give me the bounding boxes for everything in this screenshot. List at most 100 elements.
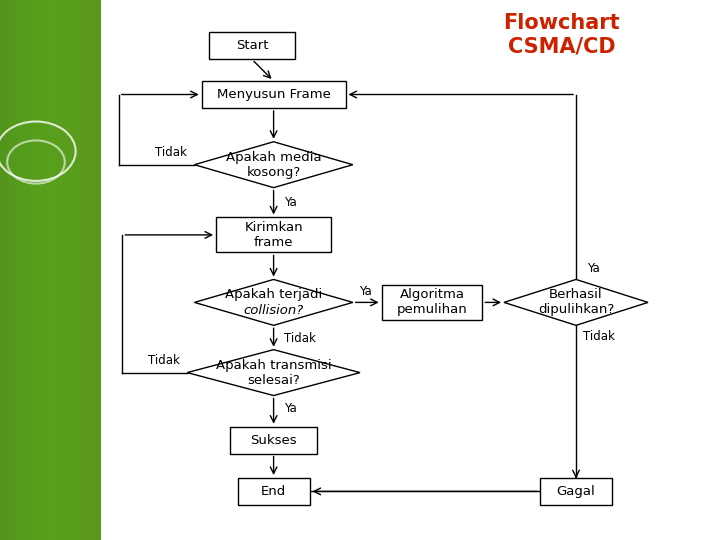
Bar — [91, 0, 93, 540]
Bar — [58, 0, 60, 540]
Polygon shape — [504, 280, 648, 325]
FancyBboxPatch shape — [216, 217, 331, 252]
Bar — [7, 0, 8, 540]
Bar — [22, 0, 23, 540]
Bar — [11, 0, 12, 540]
Text: Apakah media
kosong?: Apakah media kosong? — [226, 151, 321, 179]
Bar — [14, 0, 15, 540]
Bar — [50, 0, 51, 540]
Bar — [0, 0, 1, 540]
Bar — [86, 0, 88, 540]
Bar — [12, 0, 13, 540]
Bar — [63, 0, 65, 540]
FancyBboxPatch shape — [540, 478, 612, 505]
Bar — [51, 0, 53, 540]
Bar — [38, 0, 40, 540]
Bar — [70, 0, 71, 540]
Bar — [65, 0, 66, 540]
Bar — [85, 0, 86, 540]
Bar — [78, 0, 80, 540]
Bar — [55, 0, 56, 540]
Bar — [60, 0, 61, 540]
Bar — [41, 0, 42, 540]
Bar — [9, 0, 10, 540]
Bar — [93, 0, 94, 540]
FancyBboxPatch shape — [382, 285, 482, 320]
Text: Algoritma
pemulihan: Algoritma pemulihan — [397, 288, 467, 316]
Bar — [5, 0, 6, 540]
Text: Sukses: Sukses — [251, 434, 297, 447]
Text: Berhasil
dipulihkan?: Berhasil dipulihkan? — [538, 288, 614, 316]
Bar — [37, 0, 38, 540]
Bar — [68, 0, 70, 540]
Bar — [4, 0, 5, 540]
Bar — [13, 0, 14, 540]
Text: Tidak: Tidak — [583, 329, 615, 343]
Bar — [16, 0, 17, 540]
Bar — [81, 0, 83, 540]
Text: Menyusun Frame: Menyusun Frame — [217, 88, 330, 101]
Bar — [61, 0, 63, 540]
FancyBboxPatch shape — [209, 32, 295, 59]
Polygon shape — [194, 280, 353, 325]
Text: Ya: Ya — [284, 195, 297, 209]
Bar — [48, 0, 50, 540]
Bar — [36, 0, 37, 540]
Bar — [76, 0, 78, 540]
Polygon shape — [187, 350, 360, 395]
Bar — [75, 0, 76, 540]
Bar — [20, 0, 21, 540]
Text: collision?: collision? — [243, 304, 304, 317]
Bar — [80, 0, 81, 540]
Text: Tidak: Tidak — [148, 354, 180, 367]
Bar — [45, 0, 46, 540]
Bar — [31, 0, 32, 540]
FancyBboxPatch shape — [202, 81, 346, 108]
Bar — [1, 0, 2, 540]
Bar — [21, 0, 22, 540]
Bar — [8, 0, 9, 540]
Bar — [84, 0, 85, 540]
Bar — [40, 0, 41, 540]
Bar — [6, 0, 7, 540]
Bar — [73, 0, 75, 540]
Bar — [53, 0, 55, 540]
Bar — [10, 0, 11, 540]
Bar — [28, 0, 30, 540]
Text: Ya: Ya — [359, 285, 372, 298]
Bar — [2, 0, 3, 540]
Text: Start: Start — [235, 39, 269, 52]
Bar — [19, 0, 20, 540]
Bar — [42, 0, 43, 540]
Bar — [95, 0, 96, 540]
Bar — [94, 0, 95, 540]
Text: Ya: Ya — [284, 402, 297, 415]
Bar — [33, 0, 35, 540]
Bar — [3, 0, 4, 540]
Bar — [24, 0, 25, 540]
FancyBboxPatch shape — [230, 427, 317, 454]
Bar — [96, 0, 98, 540]
Text: Apakah transmisi
selesai?: Apakah transmisi selesai? — [216, 359, 331, 387]
Bar — [17, 0, 18, 540]
Text: Gagal: Gagal — [557, 485, 595, 498]
Bar — [26, 0, 27, 540]
Text: Kirimkan
frame: Kirimkan frame — [244, 221, 303, 249]
Bar — [71, 0, 73, 540]
Text: Tidak: Tidak — [156, 146, 187, 159]
Bar — [89, 0, 90, 540]
Bar — [25, 0, 26, 540]
Bar — [98, 0, 99, 540]
Bar — [30, 0, 31, 540]
Bar — [18, 0, 19, 540]
Text: Tidak: Tidak — [284, 332, 316, 345]
Bar — [32, 0, 33, 540]
Bar — [83, 0, 84, 540]
Polygon shape — [194, 142, 353, 188]
Text: Apakah terjadi: Apakah terjadi — [225, 288, 323, 301]
Bar — [27, 0, 28, 540]
Bar — [35, 0, 36, 540]
Bar — [46, 0, 48, 540]
Text: Ya: Ya — [587, 262, 600, 275]
Bar — [90, 0, 91, 540]
